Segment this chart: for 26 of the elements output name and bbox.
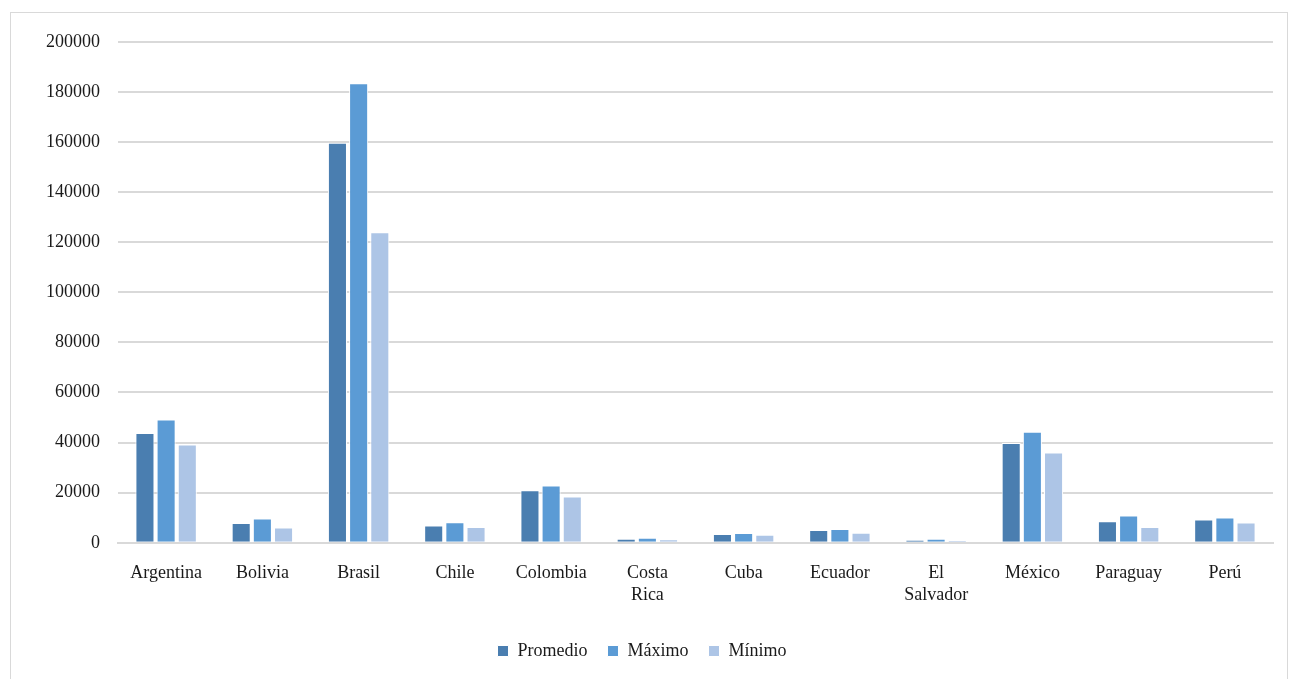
x-tick-label: Cuba [724, 562, 763, 583]
y-tick-label: 120000 [46, 230, 100, 251]
x-tick-label: Chile [435, 562, 475, 583]
x-tick-label: Argentina [130, 562, 202, 583]
y-tick-label: 180000 [46, 80, 100, 101]
x-tick-label: Bolivia [235, 562, 289, 583]
x-tick-label: Ecuador [809, 562, 870, 583]
y-tick-label: 60000 [55, 381, 100, 402]
y-tick-label: 100000 [46, 281, 100, 302]
legend-label: Máximo [627, 639, 689, 660]
y-tick-label: 140000 [46, 180, 100, 201]
x-tick-label: Brasil [337, 562, 381, 583]
x-tick-label: México [1004, 562, 1060, 583]
x-tick-label: Colombia [515, 562, 587, 583]
y-tick-label: 80000 [55, 331, 100, 352]
x-tick-label: Perú [1208, 562, 1242, 583]
x-tick-label: El Salvador [904, 562, 969, 604]
legend-label: Promedio [517, 639, 588, 660]
legend-label: Mínimo [728, 639, 787, 660]
y-tick-label: 40000 [55, 431, 100, 452]
y-tick-label: 160000 [46, 130, 100, 151]
y-tick-label: 200000 [46, 30, 100, 51]
x-tick-label: Costa Rica [626, 562, 668, 604]
y-tick-label: 0 [91, 531, 100, 552]
x-tick-label: Paraguay [1095, 562, 1163, 583]
y-tick-label: 20000 [55, 481, 100, 502]
